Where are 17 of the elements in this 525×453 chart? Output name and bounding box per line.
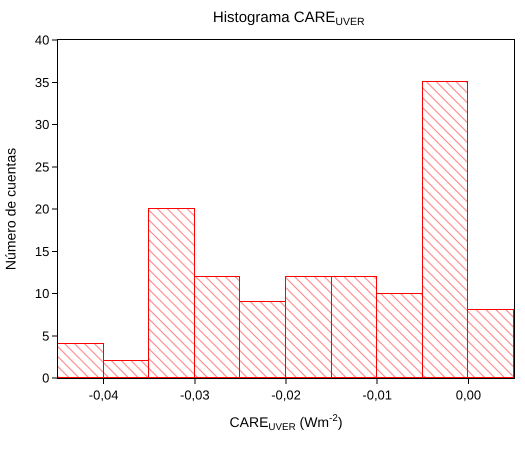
x-tick-label: -0,04 (88, 388, 118, 403)
chart-title: Histograma CARE$_{UVER}$ (212, 8, 366, 28)
y-tick-label: 0 (42, 370, 50, 386)
x-tick-label: 0,00 (456, 388, 482, 403)
x-axis-title: CARE$_{UVER}$ (Wm$^{-2}$) (230, 413, 342, 433)
y-tick-label: 20 (34, 202, 50, 217)
y-tick-label: 30 (34, 117, 50, 132)
y-tick-label: 15 (34, 244, 50, 259)
y-tick-label: 5 (42, 328, 50, 344)
y-axis-title: Número de cuentas (2, 148, 19, 270)
x-tick-label: -0,03 (180, 388, 210, 403)
x-tick-label: -0,01 (362, 388, 392, 403)
x-tick-label: -0,02 (271, 388, 301, 403)
y-tick-label: 35 (34, 74, 50, 90)
y-tick-label: 40 (34, 32, 50, 48)
y-tick-label: 25 (34, 159, 50, 174)
y-tick-label: 10 (34, 286, 50, 302)
